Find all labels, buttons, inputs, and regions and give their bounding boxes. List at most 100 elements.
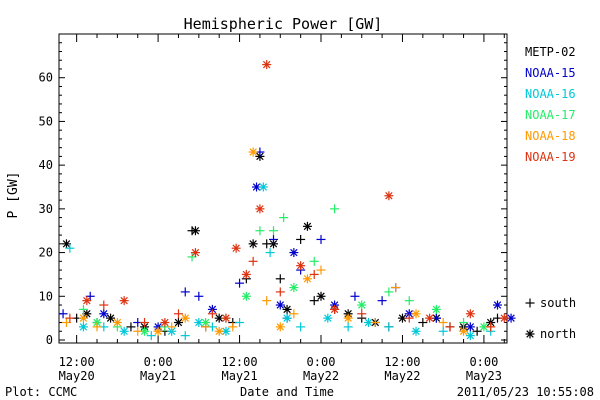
x-tick-label-date: May22 <box>303 369 339 383</box>
data-point-south <box>377 296 387 306</box>
data-point-south <box>357 309 367 319</box>
data-point-south <box>180 287 190 297</box>
marker-legend-entry: south <box>525 296 576 310</box>
legend-entry: NOAA-18 <box>525 129 576 143</box>
data-point-south <box>235 318 245 328</box>
data-point-north <box>465 309 475 319</box>
data-point-south <box>92 322 102 332</box>
x-tick-label-date: May23 <box>466 369 502 383</box>
data-point-north <box>411 326 421 336</box>
x-axis: 12:00May200:00May2112:00May210:00May2212… <box>59 34 505 383</box>
data-point-south <box>201 322 211 332</box>
data-point-south <box>268 226 278 236</box>
data-point-north <box>323 313 333 323</box>
data-point-north <box>214 326 224 336</box>
data-point-north <box>258 182 268 192</box>
data-point-north <box>431 304 441 314</box>
y-axis-label: P [GW] <box>6 172 21 219</box>
data-point-south <box>438 326 448 336</box>
y-tick-label: 60 <box>39 71 53 85</box>
data-point-north <box>384 191 394 201</box>
data-point-south <box>343 322 353 332</box>
data-point-north <box>364 318 374 328</box>
data-point-north <box>99 309 109 319</box>
marker-legend-label: south <box>540 296 576 310</box>
data-point-north <box>465 331 475 341</box>
data-point-north <box>248 147 258 157</box>
data-point-north <box>241 269 251 279</box>
data-point-south <box>309 296 319 306</box>
footer-timestamp: 2011/05/23 10:55:08 <box>457 385 594 399</box>
data-point-north <box>173 318 183 328</box>
data-point-south <box>255 226 265 236</box>
plot-frame <box>58 33 508 344</box>
data-point-north <box>459 326 469 336</box>
data-point-south <box>228 322 238 332</box>
legend-entry: NOAA-15 <box>525 66 576 80</box>
data-point-south <box>309 256 319 266</box>
series-noaa-18 <box>61 147 496 336</box>
data-point-north <box>411 309 421 319</box>
data-point-north <box>119 326 129 336</box>
data-point-south <box>404 313 414 323</box>
data-point-north <box>248 239 258 249</box>
data-point-south <box>275 287 285 297</box>
x-tick-label-time: 0:00 <box>307 355 336 369</box>
data-point-north <box>255 204 265 214</box>
x-tick-label-time: 12:00 <box>384 355 420 369</box>
x-tick-label-date: May21 <box>140 369 176 383</box>
legend-entry: NOAA-17 <box>525 108 576 122</box>
legend-entry: NOAA-16 <box>525 87 576 101</box>
data-point-south <box>486 322 496 332</box>
legend: METP-02 NOAA-15 NOAA-16 NOAA-17 NOAA-18 NOAA-… <box>525 45 576 164</box>
data-point-north <box>190 226 200 236</box>
x-axis-label: Date and Time <box>240 385 334 399</box>
y-tick-label: 20 <box>39 246 53 260</box>
data-point-north <box>330 304 340 314</box>
data-points <box>58 60 516 341</box>
data-point-north <box>82 296 92 306</box>
legend-entry: NOAA-19 <box>525 150 576 164</box>
y-tick-label: 0 <box>46 333 53 347</box>
data-point-south <box>404 296 414 306</box>
data-point-north <box>316 291 326 301</box>
y-tick-label: 10 <box>39 289 53 303</box>
data-point-north <box>140 326 150 336</box>
series-noaa-19 <box>65 60 509 332</box>
data-point-south <box>207 309 217 319</box>
data-point-north <box>296 261 306 271</box>
marker-legend: south north <box>525 296 576 341</box>
x-tick-label-date: May20 <box>59 369 95 383</box>
y-tick-label: 50 <box>39 114 53 128</box>
data-point-south <box>235 278 245 288</box>
y-tick-label: 30 <box>39 202 53 216</box>
data-point-north <box>106 313 116 323</box>
data-point-south <box>438 318 448 328</box>
x-tick-label-time: 0:00 <box>144 355 173 369</box>
data-point-south <box>316 234 326 244</box>
data-point-south <box>330 204 340 214</box>
x-tick-label-date: May22 <box>384 369 420 383</box>
data-point-south <box>309 269 319 279</box>
y-tick-label: 40 <box>39 158 53 172</box>
data-point-south <box>418 318 428 328</box>
data-point-south <box>65 243 75 253</box>
y-axis: 0 10 20 30 40 50 60 <box>39 42 507 347</box>
data-point-north <box>112 318 122 328</box>
data-point-north <box>190 248 200 258</box>
marker-legend-entry: north <box>525 327 576 341</box>
data-point-north <box>282 304 292 314</box>
marker-legend-label: north <box>540 327 576 341</box>
data-point-south <box>133 326 143 336</box>
data-point-south <box>180 331 190 341</box>
data-point-north <box>499 313 509 323</box>
data-point-south <box>126 322 136 332</box>
data-point-north <box>241 291 251 301</box>
data-point-south <box>445 322 455 332</box>
data-point-north <box>357 300 367 310</box>
data-point-south <box>350 291 360 301</box>
data-point-south <box>296 322 306 332</box>
data-point-south <box>384 287 394 297</box>
data-point-north <box>262 60 272 70</box>
